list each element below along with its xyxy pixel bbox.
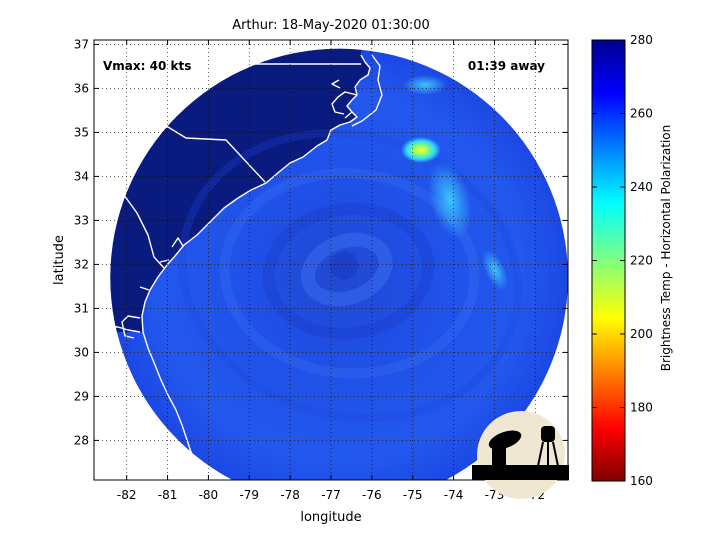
colorbar-gradient xyxy=(591,39,626,482)
y-tick-label: 34 xyxy=(74,169,89,183)
colorbar-tick-label: 220 xyxy=(630,254,653,268)
cold-cloud-top xyxy=(400,137,441,163)
coastline-atlantic xyxy=(141,54,371,480)
y-tick-label: 35 xyxy=(74,125,89,139)
time-offset-annotation: 01:39 away xyxy=(468,59,545,73)
map-plot xyxy=(94,40,568,480)
cyan-band-north xyxy=(428,161,472,239)
y-tick-label: 30 xyxy=(74,345,89,359)
y-tick-label: 31 xyxy=(74,301,89,315)
vmax-annotation: Vmax: 40 kts xyxy=(103,59,191,73)
logo-banner xyxy=(472,465,569,480)
x-tick-label: -76 xyxy=(362,488,382,502)
logo-text: CIMSS xyxy=(485,466,557,480)
y-tick-label: 29 xyxy=(74,389,89,403)
x-tick-label: -74 xyxy=(444,488,464,502)
storm-center xyxy=(330,251,359,280)
cloud-swirl-ring xyxy=(219,168,480,379)
colorbar: 280 260 240 220 200 180 160 Brightness Temp - … xyxy=(591,33,673,488)
cloud-swirl-ring xyxy=(178,129,523,423)
colorbar-tick-label: 280 xyxy=(630,33,653,47)
grid-lines xyxy=(94,40,568,480)
cloud-swirl-ring xyxy=(301,232,393,307)
colorbar-tick-label: 260 xyxy=(630,107,653,121)
x-tick-label: -78 xyxy=(280,488,300,502)
x-tick-label: -80 xyxy=(199,488,219,502)
cimss-logo: CIMSS xyxy=(472,411,569,499)
colorbar-ticks: 280 260 240 220 200 180 160 xyxy=(592,33,653,488)
colorbar-label: Brightness Temp - Horizontal Polarizatio… xyxy=(659,125,673,372)
florida-coast xyxy=(98,389,113,480)
water-tower-legs xyxy=(537,441,559,467)
coastline-sound xyxy=(351,54,383,127)
x-tick-label: -75 xyxy=(403,488,423,502)
x-axis-label: longitude xyxy=(300,510,361,525)
water-tower-icon xyxy=(541,426,555,442)
logo-disc xyxy=(477,411,565,499)
chart-title: Arthur: 18-May-2020 01:30:00 xyxy=(232,18,430,33)
x-tick-label: -77 xyxy=(321,488,341,502)
y-tick-label: 33 xyxy=(74,213,89,227)
coastline-inner xyxy=(121,79,358,339)
coastlines xyxy=(94,54,383,480)
satellite-dish-icon xyxy=(488,430,522,450)
colorbar-tick-label: 180 xyxy=(630,401,653,415)
state-border-ga-fl xyxy=(94,325,141,333)
x-tick-label: -81 xyxy=(158,488,178,502)
colorbar-tick-label: 160 xyxy=(630,474,653,488)
logo-dish-stand xyxy=(492,445,506,467)
cyan-band-top xyxy=(403,75,447,95)
y-axis-ticks: 28 29 30 31 32 33 34 35 36 37 xyxy=(74,37,568,447)
cloud-swirl-ring xyxy=(262,202,435,340)
y-tick-label: 28 xyxy=(74,433,89,447)
x-tick-label: -79 xyxy=(239,488,259,502)
state-border-al-ga xyxy=(94,229,101,327)
state-border-sc-ga xyxy=(94,159,165,269)
y-tick-label: 32 xyxy=(74,257,89,271)
cloud-swirls xyxy=(178,129,523,423)
y-tick-label: 36 xyxy=(74,81,89,95)
colorbar-tick-label: 200 xyxy=(630,327,653,341)
colorbar-tick-label: 240 xyxy=(630,180,653,194)
x-tick-label: -82 xyxy=(117,488,137,502)
cyan-band-east xyxy=(482,249,508,291)
y-tick-label: 37 xyxy=(74,37,89,51)
state-border-nc-sc xyxy=(94,126,266,183)
y-axis-label: latitude xyxy=(52,235,67,285)
